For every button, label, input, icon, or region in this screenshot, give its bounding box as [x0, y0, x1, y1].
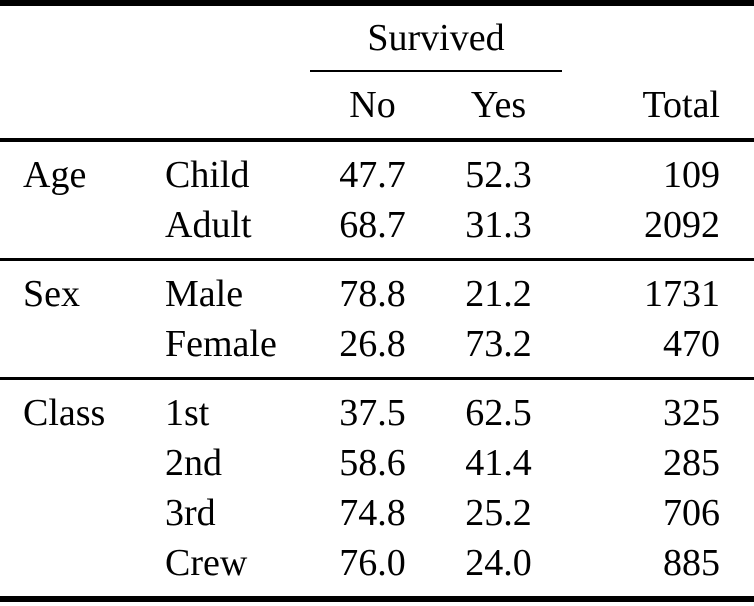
yes-value-cell: 52.3: [465, 154, 532, 196]
total-value-cell: 285: [663, 442, 720, 484]
table-row-age-child: Age Child 47.7 52.3 109: [0, 140, 754, 200]
empty-cell: [0, 488, 142, 538]
yes-value-cell: 24.0: [465, 542, 532, 584]
table-row-sex-male: Sex Male 78.8 21.2 1731: [0, 260, 754, 320]
column-header-total: Total: [562, 71, 754, 142]
category-cell: 2nd: [165, 442, 222, 484]
total-value-cell: 470: [562, 319, 754, 380]
empty-header-cell: [0, 71, 142, 142]
no-value-cell: 74.8: [339, 492, 406, 534]
column-header-row: No Yes Total: [0, 71, 754, 142]
no-value-cell: 26.8: [310, 319, 435, 380]
no-value-cell: 37.5: [339, 392, 406, 434]
category-cell: Male: [165, 273, 244, 315]
table-row-age-adult: Adult 68.7 31.3 2092: [0, 200, 754, 261]
group-label-class: Class: [23, 392, 106, 434]
empty-cell: [0, 200, 142, 261]
category-cell: 3rd: [165, 492, 216, 534]
total-value-cell: 2092: [562, 200, 754, 261]
yes-value-cell: 31.3: [435, 200, 562, 261]
table-row-class-1st: Class 1st 37.5 62.5 325: [0, 379, 754, 439]
no-value-cell: 68.7: [310, 200, 435, 261]
no-value-cell: 58.6: [339, 442, 406, 484]
no-value-cell: 47.7: [339, 154, 406, 196]
empty-header-cell: [142, 71, 310, 142]
total-value-cell: 885: [663, 542, 720, 584]
table-body: Age Child 47.7 52.3 109 Adult 68.7 31.3 …: [0, 140, 754, 599]
yes-value-cell: 41.4: [465, 442, 532, 484]
no-value-cell: 78.8: [339, 273, 406, 315]
category-cell: Female: [142, 319, 310, 380]
total-value-cell: 706: [663, 492, 720, 534]
table-row-class-crew: Crew 76.0 24.0 885: [0, 538, 754, 599]
column-header-yes: Yes: [435, 71, 562, 142]
yes-value-cell: 73.2: [435, 319, 562, 380]
column-header-no: No: [310, 71, 435, 142]
empty-cell: [0, 438, 142, 488]
total-value-cell: 109: [663, 154, 720, 196]
category-cell: Crew: [165, 542, 248, 584]
empty-cell: [0, 319, 142, 380]
survived-spanner: Survived: [310, 3, 562, 72]
category-cell: Adult: [142, 200, 310, 261]
yes-value-cell: 21.2: [465, 273, 532, 315]
no-value-cell: 76.0: [339, 542, 406, 584]
table-row-class-2nd: 2nd 58.6 41.4 285: [0, 438, 754, 488]
total-value-cell: 325: [663, 392, 720, 434]
category-cell: 1st: [165, 392, 210, 434]
empty-header-cell: [0, 3, 142, 71]
group-label-sex: Sex: [23, 273, 80, 315]
table-header: Survived No Yes Total: [0, 3, 754, 142]
spanner-row: Survived: [0, 3, 754, 72]
yes-value-cell: 25.2: [465, 492, 532, 534]
category-cell: Child: [165, 154, 250, 196]
yes-value-cell: 62.5: [465, 392, 532, 434]
total-value-cell: 1731: [644, 273, 720, 315]
empty-header-cell: [142, 3, 310, 71]
table-row-class-3rd: 3rd 74.8 25.2 706: [0, 488, 754, 538]
empty-header-cell: [562, 3, 754, 71]
group-label-age: Age: [23, 154, 87, 196]
empty-cell: [0, 538, 142, 599]
table-row-sex-female: Female 26.8 73.2 470: [0, 319, 754, 380]
